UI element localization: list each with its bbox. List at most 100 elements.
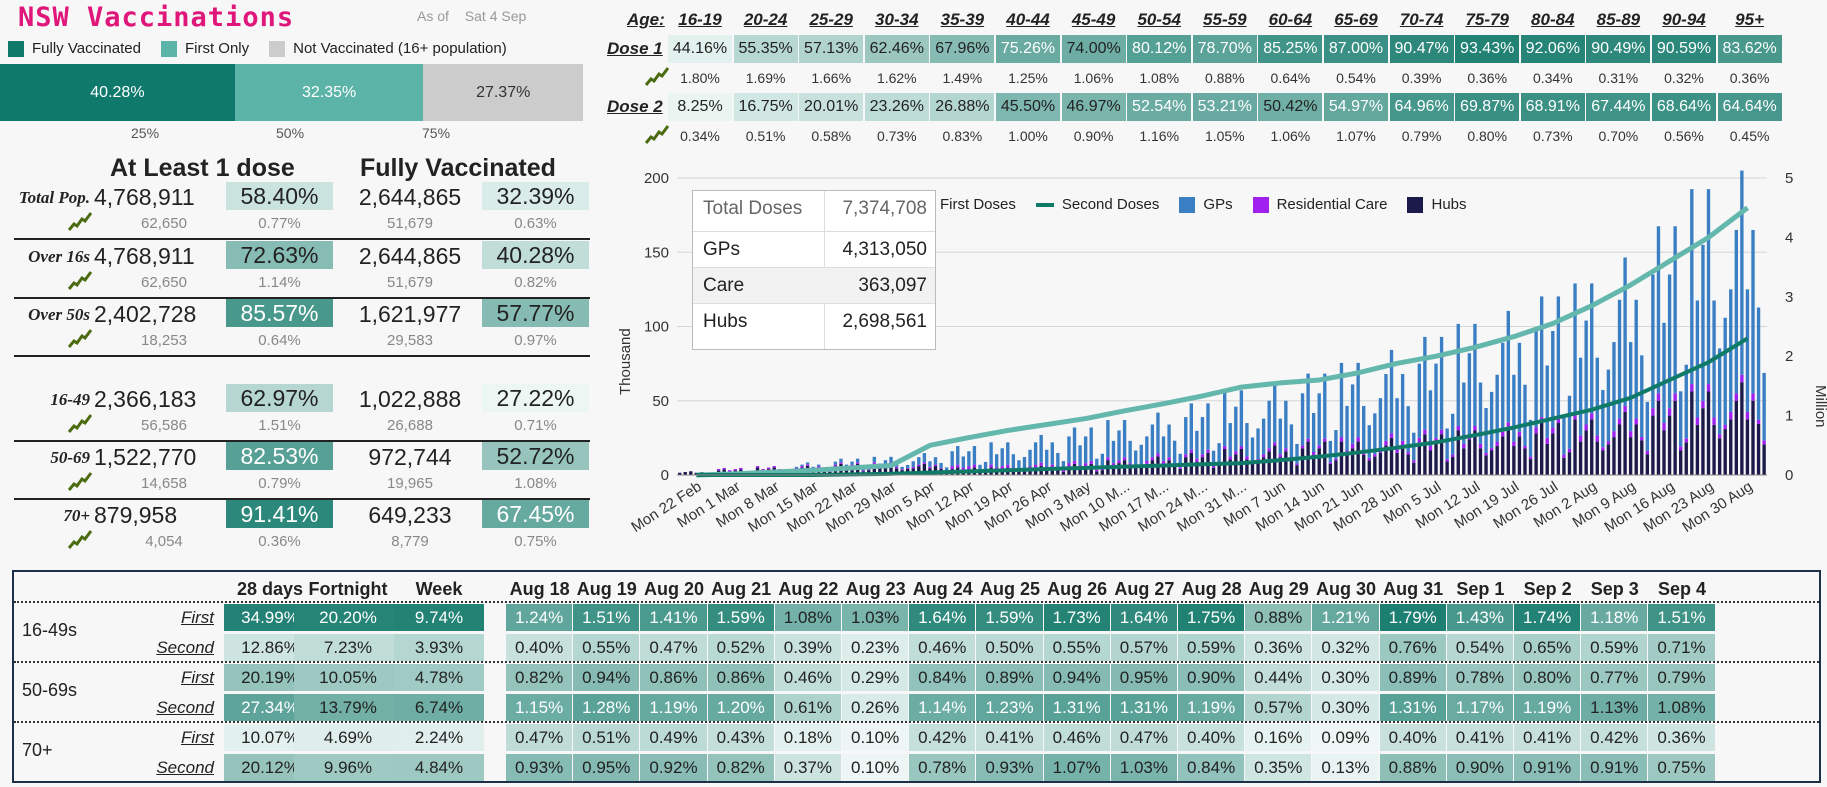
bar-hubs — [872, 463, 877, 475]
bar-gps — [933, 457, 938, 465]
value-cell: 1.51% — [573, 604, 640, 631]
bar-hubs — [1134, 468, 1138, 475]
dose1-change-cell: 1.08% — [1139, 70, 1180, 86]
dose1-change-count: 62,650 — [141, 215, 187, 232]
fully-change-count: 29,583 — [387, 332, 433, 349]
bar-gps — [989, 442, 993, 465]
bar-gps — [1223, 390, 1227, 447]
bar-care — [1573, 413, 1577, 420]
bar-gps — [1111, 440, 1116, 464]
value-cell: 0.30% — [1312, 664, 1379, 691]
bar-care — [1578, 435, 1583, 442]
dose1-count: 4,768,911 — [94, 243, 195, 269]
value-cell: 1.79% — [1379, 604, 1446, 631]
bar-gps — [1612, 342, 1616, 432]
bar-care — [1495, 441, 1499, 447]
bar-care — [1334, 458, 1338, 461]
dose2-change-cell: 0.79% — [1401, 128, 1442, 144]
bar-gps — [1306, 373, 1310, 439]
divider — [14, 355, 590, 357]
dose1-count: 4,768,911 — [94, 184, 195, 210]
total-doses-row: Total Doses 7,374,708 — [693, 191, 935, 227]
value-cell: 0.88% — [1379, 754, 1446, 781]
bar-gps — [1545, 365, 1549, 438]
value-cell: 1.31% — [1110, 694, 1177, 721]
value-cell: 1.73% — [1043, 604, 1110, 631]
bar-hubs — [1128, 466, 1132, 475]
col-header: Aug 18 — [509, 579, 570, 599]
value-cell: 0.32% — [1312, 634, 1379, 661]
bar-gps — [1439, 336, 1444, 430]
chart-legend-second: Second Doses — [1035, 196, 1159, 213]
bar-hubs — [1323, 441, 1327, 475]
bar-hubs — [1478, 448, 1483, 475]
bar-care — [817, 466, 821, 468]
group-label: 70+ — [22, 740, 53, 760]
y-tick-label: 100 — [644, 319, 669, 336]
bar-hubs — [883, 466, 888, 475]
dose1-change-cell: 1.80% — [680, 70, 720, 86]
fully-change-count: 26,688 — [387, 417, 433, 434]
legend-swatch — [269, 40, 286, 57]
bar-care — [1061, 470, 1066, 472]
bar-gps — [1200, 417, 1205, 455]
dose1-cell: 75.26% — [996, 35, 1060, 63]
bar-care — [1456, 425, 1460, 431]
bar-care — [1367, 457, 1371, 461]
bar-gps — [1528, 419, 1533, 457]
bar-care — [1489, 448, 1494, 451]
bar-gps — [1656, 226, 1661, 394]
gps-row: GPs 4,313,050 — [693, 231, 935, 268]
legend-item-fully: Fully Vaccinated — [8, 40, 141, 57]
col-header: 28 days — [236, 579, 304, 599]
value-cell: 1.43% — [1446, 604, 1513, 631]
bar-care — [1412, 460, 1416, 463]
bar-gps — [850, 461, 854, 465]
bar-gps — [1640, 355, 1644, 438]
value-cell: 4.69% — [294, 724, 402, 751]
dose1-change-cell: 0.39% — [1401, 70, 1442, 86]
bar-care — [967, 466, 971, 470]
bar-gps — [1250, 437, 1255, 462]
value-cell: 0.42% — [1581, 724, 1648, 751]
chart-legend-first: First Doses — [940, 196, 1016, 213]
bar-gps — [1078, 445, 1082, 466]
dose1-change-percent: 1.14% — [258, 274, 301, 291]
bar-hubs — [1623, 411, 1627, 475]
bar-care — [1612, 431, 1616, 438]
bar-gps — [861, 469, 865, 471]
trend-icon — [68, 212, 92, 231]
bar-care — [839, 462, 843, 464]
bar-hubs — [1562, 457, 1566, 475]
bar-hubs — [1317, 448, 1321, 475]
value: 7,374,708 — [842, 198, 927, 219]
bar-hubs — [1111, 466, 1116, 475]
bar-care — [1167, 457, 1171, 461]
bar-gps — [1234, 406, 1238, 452]
bar-care — [728, 470, 732, 472]
as-of: As of Sat 4 Sep — [417, 8, 526, 24]
key: Care — [703, 275, 745, 296]
fully-percent: 52.72% — [482, 442, 589, 470]
col-header: Aug 31 — [1383, 579, 1444, 599]
bar-care — [1156, 453, 1160, 457]
bar-gps — [1623, 257, 1627, 406]
bar-gps — [1584, 320, 1588, 425]
row-label: First — [180, 728, 214, 747]
value-cell: 1.07% — [1043, 754, 1110, 781]
bar-care — [833, 464, 838, 467]
dose2-change-cell: 0.70% — [1598, 128, 1639, 144]
bar-gps — [944, 467, 949, 471]
y-tick-label: 0 — [661, 467, 669, 484]
bar-gps — [1323, 373, 1327, 439]
bar-hubs — [683, 472, 687, 475]
legend-swatch — [8, 40, 24, 57]
value-cell: 0.88% — [1245, 604, 1312, 631]
bar-care — [1178, 467, 1182, 469]
value-cell: 1.03% — [1110, 754, 1177, 781]
bar-care — [917, 464, 921, 467]
value-cell: 20.20% — [294, 604, 402, 631]
bar-care — [1423, 429, 1427, 435]
col-header: Aug 22 — [778, 579, 839, 599]
bar-hubs — [1078, 468, 1082, 475]
